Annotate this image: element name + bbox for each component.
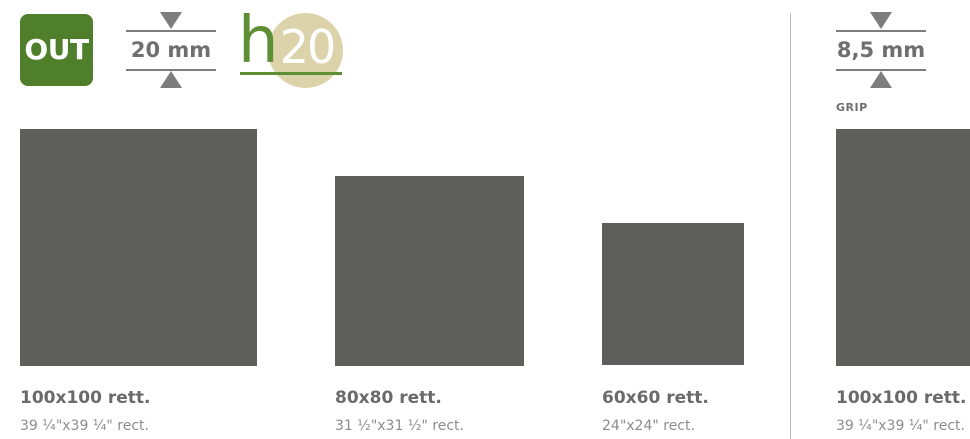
triangle-up-icon (160, 71, 182, 88)
tile-100x100-grip (836, 129, 970, 366)
thickness-value: 20 mm (130, 38, 212, 62)
size-label-100x100: 100x100 rett. (20, 388, 151, 408)
finish-label-grip: GRIP (836, 101, 868, 114)
tile-100x100 (20, 129, 257, 366)
thickness-bottom-line (126, 69, 216, 71)
size-sub-80x80: 31 ½"x31 ½" rect. (335, 418, 464, 434)
size-label-60x60: 60x60 rett. (602, 388, 709, 408)
triangle-up-icon (870, 71, 892, 88)
thickness-indicator-grip: 8,5 mm (836, 12, 926, 88)
h20-logo-underline (240, 72, 342, 75)
triangle-down-icon (870, 12, 892, 29)
thickness-indicator: 20 mm (126, 12, 216, 88)
thickness-bottom-line (836, 69, 926, 71)
panel-divider (790, 13, 791, 439)
thickness-top-line (126, 30, 216, 32)
size-label-80x80: 80x80 rett. (335, 388, 442, 408)
out-badge: OUT (20, 14, 93, 86)
tile-60x60 (602, 223, 744, 365)
h20-logo-circle (268, 13, 343, 88)
size-label-100x100-grip: 100x100 rett. (836, 388, 967, 408)
triangle-down-icon (160, 12, 182, 29)
size-sub-60x60: 24"x24" rect. (602, 418, 695, 434)
size-sub-100x100: 39 ¼"x39 ¼" rect. (20, 418, 149, 434)
size-sub-100x100-grip: 39 ¼"x39 ¼" rect. (836, 418, 965, 434)
tile-80x80 (335, 176, 524, 366)
h20-logo-letter: h (238, 4, 279, 78)
thickness-top-line (836, 30, 926, 32)
h20-logo-number: 20 (279, 20, 337, 74)
thickness-value-grip: 8,5 mm (836, 38, 926, 62)
